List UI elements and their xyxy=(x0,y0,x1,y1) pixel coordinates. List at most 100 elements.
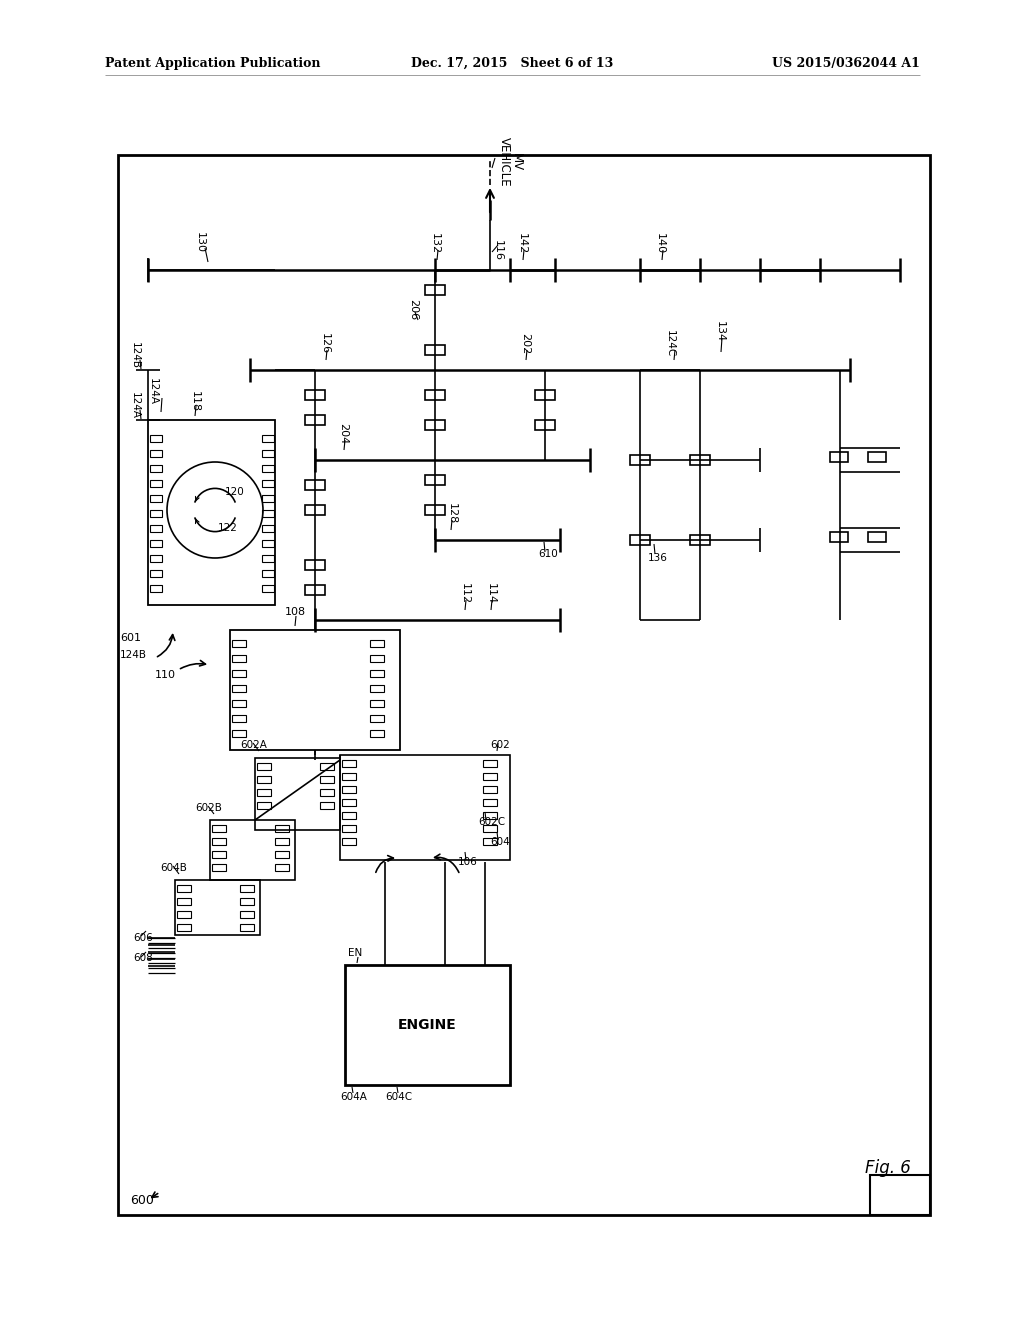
Bar xyxy=(150,495,162,502)
Text: 140: 140 xyxy=(655,234,665,255)
Bar xyxy=(150,554,162,562)
Bar xyxy=(630,535,650,545)
Text: 602B: 602B xyxy=(195,803,222,813)
Bar xyxy=(630,455,650,465)
Bar xyxy=(305,585,325,595)
Text: 128: 128 xyxy=(447,503,457,524)
Bar xyxy=(342,760,356,767)
Text: 124C: 124C xyxy=(665,330,675,358)
Text: 202: 202 xyxy=(520,334,530,355)
Bar xyxy=(370,730,384,737)
Text: 122: 122 xyxy=(218,523,238,533)
Text: 118: 118 xyxy=(190,392,200,413)
Bar xyxy=(275,865,289,871)
Bar xyxy=(305,480,325,490)
Bar xyxy=(232,700,246,708)
Bar xyxy=(262,525,274,532)
Bar xyxy=(425,475,445,484)
Text: Fig. 6: Fig. 6 xyxy=(865,1159,911,1177)
Bar xyxy=(150,525,162,532)
Text: US 2015/0362044 A1: US 2015/0362044 A1 xyxy=(772,57,920,70)
Bar xyxy=(150,480,162,487)
Bar xyxy=(342,838,356,845)
Bar xyxy=(425,420,445,430)
Bar xyxy=(232,671,246,677)
Text: 110: 110 xyxy=(155,671,176,680)
Bar xyxy=(262,554,274,562)
Bar xyxy=(240,924,254,931)
Text: EN: EN xyxy=(348,948,362,958)
Bar xyxy=(483,838,497,845)
Text: 206: 206 xyxy=(408,300,418,321)
Bar xyxy=(240,911,254,917)
Text: 116: 116 xyxy=(493,239,503,260)
Bar xyxy=(370,715,384,722)
Text: 132: 132 xyxy=(430,234,440,255)
Bar xyxy=(148,420,275,605)
Bar xyxy=(177,924,191,931)
Bar xyxy=(232,655,246,663)
Bar xyxy=(483,812,497,818)
Bar xyxy=(870,1175,930,1214)
Bar xyxy=(305,560,325,570)
Bar xyxy=(305,389,325,400)
Text: 604A: 604A xyxy=(340,1092,367,1102)
Text: 604C: 604C xyxy=(385,1092,412,1102)
Bar xyxy=(690,455,710,465)
Bar xyxy=(370,700,384,708)
Bar xyxy=(345,965,510,1085)
Bar xyxy=(150,465,162,473)
Bar xyxy=(177,911,191,917)
Text: 124A: 124A xyxy=(130,392,140,418)
Text: 136: 136 xyxy=(648,553,668,564)
Bar xyxy=(262,450,274,457)
Bar xyxy=(342,774,356,780)
Text: 606: 606 xyxy=(133,933,153,942)
Bar xyxy=(150,585,162,591)
Bar xyxy=(150,436,162,442)
Bar xyxy=(262,480,274,487)
Text: 106: 106 xyxy=(458,857,478,867)
Bar xyxy=(275,838,289,845)
Bar xyxy=(342,785,356,793)
Bar xyxy=(212,851,226,858)
Bar xyxy=(305,506,325,515)
Bar xyxy=(342,799,356,807)
Bar xyxy=(118,154,930,1214)
Bar xyxy=(342,812,356,818)
Text: 126: 126 xyxy=(319,334,330,355)
Bar xyxy=(370,685,384,692)
Bar xyxy=(370,655,384,663)
Text: 120: 120 xyxy=(225,487,245,498)
Text: 130: 130 xyxy=(195,231,205,252)
Text: 112: 112 xyxy=(460,583,470,605)
Bar xyxy=(257,789,271,796)
Bar xyxy=(232,730,246,737)
Bar xyxy=(690,535,710,545)
Bar xyxy=(240,898,254,906)
Bar xyxy=(483,774,497,780)
Text: 124B: 124B xyxy=(130,342,140,368)
Bar xyxy=(319,763,334,770)
Bar xyxy=(240,884,254,892)
Text: 108: 108 xyxy=(285,607,306,616)
Bar xyxy=(232,685,246,692)
Bar xyxy=(483,825,497,832)
Bar xyxy=(319,776,334,783)
Bar xyxy=(425,506,445,515)
Text: 134: 134 xyxy=(715,322,725,343)
Bar xyxy=(212,825,226,832)
Text: 602: 602 xyxy=(490,741,510,750)
Bar xyxy=(150,540,162,546)
Text: ENGINE: ENGINE xyxy=(397,1018,457,1032)
Bar xyxy=(370,671,384,677)
Bar xyxy=(483,785,497,793)
Bar xyxy=(425,285,445,294)
Bar xyxy=(483,799,497,807)
Text: 604: 604 xyxy=(490,837,510,847)
Text: 604B: 604B xyxy=(160,863,186,873)
Bar xyxy=(257,803,271,809)
Text: 124B: 124B xyxy=(120,649,147,660)
Bar xyxy=(275,825,289,832)
Bar xyxy=(262,495,274,502)
